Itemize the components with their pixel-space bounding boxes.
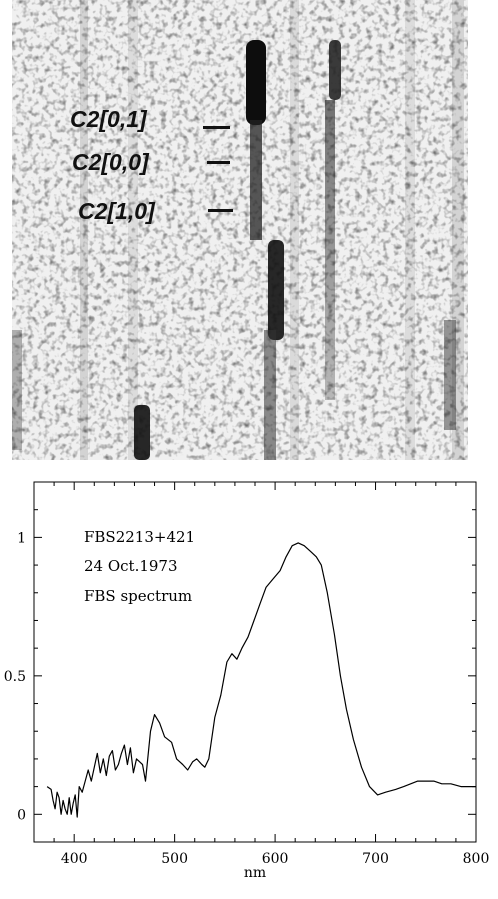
- spectrum-streak: [268, 240, 284, 340]
- x-tick-label: 800: [463, 851, 490, 867]
- faint-streak: [12, 330, 22, 450]
- spectrum-streak: [325, 100, 335, 400]
- band-marker: [207, 161, 230, 164]
- band-label-c2-10: C2[1,0]: [78, 198, 156, 224]
- spectrum-streak: [134, 405, 150, 460]
- spectrum-streak: [264, 330, 276, 460]
- spectrum-streak: [250, 120, 262, 240]
- spectrum-streak: [329, 40, 341, 100]
- x-axis-label: nm: [244, 865, 266, 881]
- band-label-c2-00: C2[0,0]: [72, 149, 150, 175]
- spectrum-chart: 400 500 600 700 800 0 0.5 1 nm FBS2213+421 24 O…: [4, 481, 490, 881]
- band-marker: [203, 126, 230, 129]
- x-tick-label: 600: [262, 851, 289, 867]
- y-tick-label: 0: [17, 807, 26, 823]
- spectrogram-image: C2[0,1] C2[0,0] C2[1,0]: [12, 0, 468, 460]
- annotation-date: 24 Oct.1973: [84, 557, 178, 575]
- spectrum-streak: [444, 320, 456, 430]
- faint-streak: [80, 0, 88, 460]
- annotation-object: FBS2213+421: [84, 528, 195, 546]
- spectrum-line: [46, 542, 476, 818]
- photo-grain: [12, 0, 468, 460]
- band-label-c2-01: C2[0,1]: [70, 106, 148, 132]
- band-marker: [208, 209, 233, 212]
- axis-tick-labels: 400 500 600 700 800 0 0.5 1: [4, 530, 490, 867]
- annotation-description: FBS spectrum: [84, 587, 192, 605]
- faint-streak: [452, 0, 464, 460]
- x-tick-label: 700: [362, 851, 389, 867]
- x-tick-label: 400: [61, 851, 88, 867]
- x-tick-label: 500: [161, 851, 188, 867]
- faint-streak: [290, 0, 299, 460]
- spectrum-streak-bright: [246, 40, 266, 125]
- y-tick-label: 1: [17, 530, 26, 546]
- faint-streak: [405, 0, 415, 460]
- y-tick-label: 0.5: [4, 669, 26, 685]
- faint-streak: [128, 0, 138, 460]
